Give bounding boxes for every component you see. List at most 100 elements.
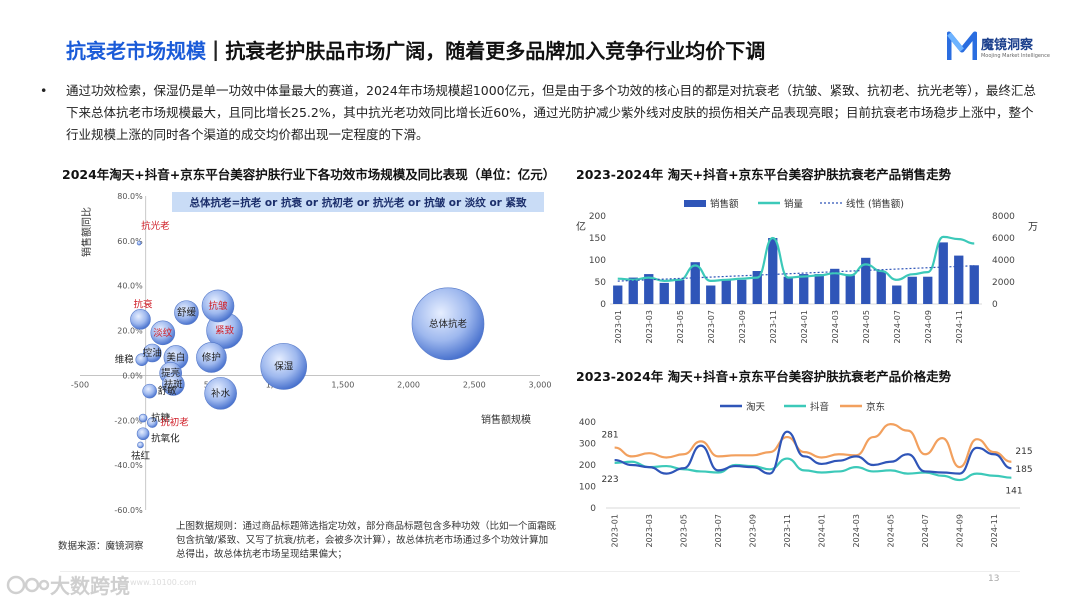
y-tick-label: 300 — [579, 440, 596, 450]
bubble — [162, 373, 185, 396]
x-tick-label: 2023-07 — [707, 310, 716, 343]
x-tick-label: 2024-09 — [956, 514, 965, 547]
bubble-label: 维稳 — [115, 354, 135, 366]
title-separator: | — [212, 37, 220, 61]
sales-bar — [706, 285, 716, 304]
x-tick-label: -500 — [71, 380, 89, 389]
bubble-label: 抗皱 — [208, 300, 228, 312]
trend-line — [617, 265, 975, 282]
y-tick-label: 60.0% — [117, 237, 143, 246]
x-tick-label: 2024-01 — [818, 514, 827, 547]
sales-bar — [721, 279, 731, 304]
data-source: 数据来源：魔镜洞察 — [58, 541, 144, 552]
legend-label-trend: 线性 (销售额) — [846, 198, 904, 210]
legend-label: 抖音 — [810, 401, 829, 413]
formula-box — [172, 192, 544, 212]
sales-bar — [690, 262, 700, 304]
watermark-url: www.10100.com — [130, 578, 197, 587]
bubble — [260, 343, 308, 390]
x-tick-label: 2024-03 — [852, 514, 861, 547]
bubble-label: 抗初老 — [160, 417, 189, 429]
bubble — [138, 413, 148, 423]
x-tick-label: 2023-01 — [611, 514, 620, 547]
x-tick-label: 2,500 — [463, 380, 486, 389]
y-right-tick: 2000 — [992, 278, 1015, 288]
legend-label: 淘天 — [746, 401, 766, 413]
bubble — [142, 343, 162, 363]
bubble-chart-title: 2024年淘天+抖音+京东平台美容护肤行业下各功效市场规模及同比表现（单位：亿元… — [62, 167, 556, 182]
y-right-unit: 万 — [1028, 222, 1038, 233]
sales-bar — [907, 276, 917, 304]
y-left-tick: 200 — [589, 212, 606, 222]
price-data-label: 223 — [601, 475, 618, 485]
bubble-chart: -5005001,0001,5002,0002,5003,00080.0%60.… — [71, 192, 552, 515]
data-rule-note: 上图数据规则：通过商品标题筛选指定功效，部分商品标题包含多种功效（比如一个面霜既… — [176, 521, 557, 560]
bubble — [196, 342, 227, 373]
sales-chart: 销售额 销量 线性 (销售额) 亿万050100150200020004000600… — [576, 198, 1038, 343]
sales-bar — [845, 275, 855, 304]
x-tick-label: 2024-05 — [862, 310, 871, 343]
bubble — [201, 289, 235, 323]
sales-bar — [628, 277, 638, 304]
sales-bar — [861, 257, 871, 304]
bubble-label: 淡纹 — [153, 327, 173, 339]
bubble-label: 抗光老 — [141, 220, 170, 232]
x-tick-label: 2023-03 — [645, 514, 654, 547]
bubble-label: 祛红 — [131, 450, 151, 462]
bubble — [136, 427, 150, 441]
summary-bullet: • 通过功效检索，保湿仍是单一功效中体量最大的赛道，2024年市场规模超1000… — [40, 80, 1040, 146]
y-tick-label: -20.0% — [114, 416, 143, 425]
x-tick-label: 2024-11 — [955, 310, 964, 343]
price-line-淘天 — [614, 430, 1012, 475]
sales-bar — [752, 271, 762, 304]
y-tick-label: 80.0% — [117, 192, 143, 201]
y-axis-label: 销售额同比 — [80, 207, 93, 257]
sales-bar — [613, 285, 623, 304]
x-tick-label: 2023-03 — [645, 310, 654, 343]
bubble-label: 舒敏 — [158, 385, 178, 397]
bubble — [142, 383, 157, 399]
x-tick-label: 2023-01 — [614, 310, 623, 343]
bullet-dot: • — [40, 83, 48, 98]
y-tick-label: 0.0% — [122, 371, 143, 380]
bubble — [136, 240, 142, 246]
sales-bar — [737, 279, 747, 304]
bubble-label: 提亮 — [161, 367, 180, 379]
bubble — [150, 320, 176, 346]
price-chart: 淘天 抖音 京东 0 100 200 300 400 2023-01 2023-03 2023-0… — [579, 401, 1033, 547]
bubble-label: 修护 — [202, 351, 221, 363]
y-tick-label: 200 — [579, 461, 596, 471]
x-tick-label: 2024-07 — [893, 310, 902, 343]
x-tick-label: 2023-09 — [749, 514, 758, 547]
x-tick-label: 2024-11 — [990, 514, 999, 547]
x-tick-label: 2023-05 — [676, 310, 685, 343]
sales-bar — [892, 285, 902, 304]
legend-label-sales: 销售额 — [710, 198, 739, 210]
title-accent: 抗衰老市场规模 — [66, 38, 206, 63]
sales-bar — [954, 255, 964, 304]
bubble-label: 抗糖 — [151, 412, 171, 424]
sales-bar — [644, 274, 654, 304]
sales-bar — [938, 242, 948, 304]
x-tick-label: 3,000 — [529, 380, 552, 389]
sales-bar — [768, 238, 778, 304]
x-tick-label: 2024-05 — [887, 514, 896, 547]
sales-bar — [675, 279, 685, 304]
price-chart-title: 2023-2024年 淘天+抖音+京东平台美容护肤抗衰老产品价格走势 — [576, 369, 952, 384]
price-line-京东 — [614, 423, 1012, 469]
x-tick-label: 2023-11 — [769, 310, 778, 343]
bubble-label: 控油 — [143, 347, 162, 359]
bubble-label: 舒缓 — [177, 307, 197, 319]
bubble — [411, 287, 485, 361]
summary-text: 通过功效检索，保湿仍是单一功效中体量最大的赛道，2024年市场规模超1000亿元… — [66, 83, 1036, 142]
bubble-label: 保湿 — [274, 360, 294, 372]
y-tick-label: 40.0% — [117, 282, 143, 291]
bubble — [146, 417, 158, 428]
legend-label: 京东 — [866, 401, 885, 413]
y-left-tick: 0 — [600, 300, 606, 310]
bubble — [137, 441, 144, 449]
y-tick-label: -40.0% — [114, 461, 143, 470]
bubble-label: 抗氧化 — [151, 433, 180, 445]
y-tick-label: 400 — [579, 418, 596, 428]
price-data-label: 215 — [1015, 447, 1032, 457]
